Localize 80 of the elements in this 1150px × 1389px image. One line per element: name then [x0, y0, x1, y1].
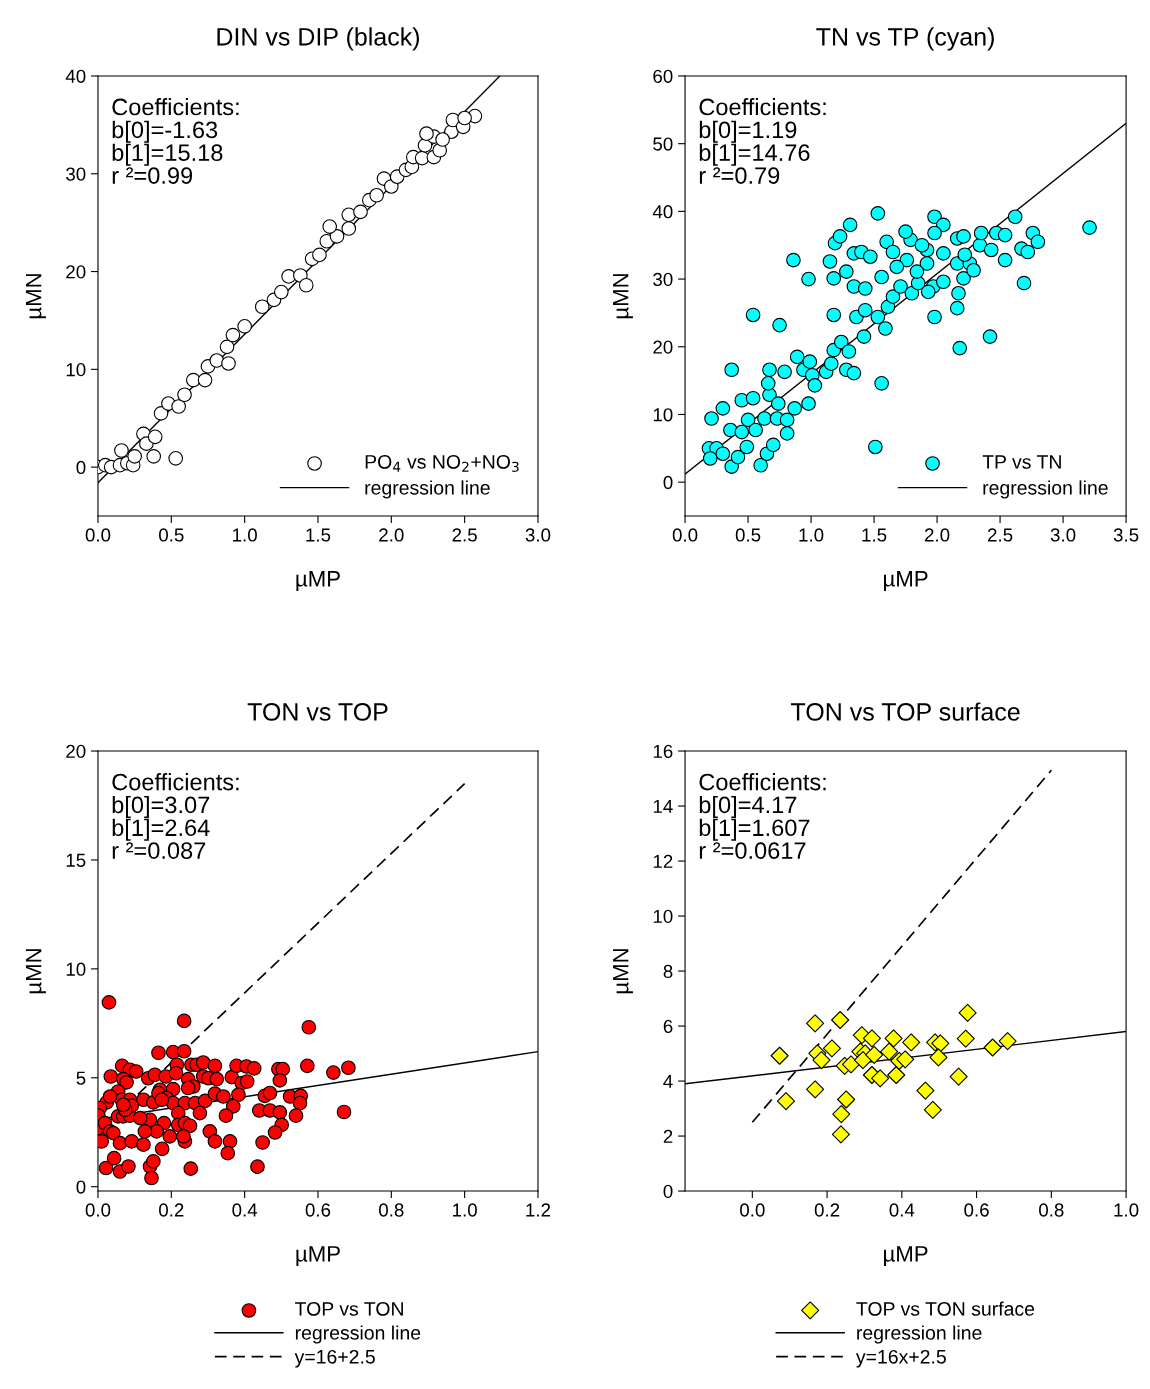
x-axis-title: µMP — [296, 1246, 340, 1267]
y-tick-label: 15 — [66, 853, 86, 867]
x-tick-label: 0.2 — [159, 1203, 184, 1217]
y-axis-title: µMN — [25, 949, 46, 994]
y-tick-label: 4 — [663, 1074, 673, 1088]
y-tick-label: 16 — [653, 744, 673, 759]
x-tick-label: 2.0 — [379, 528, 404, 542]
x-tick-label: 0.5 — [159, 528, 184, 542]
x-tick-label: 3.0 — [525, 528, 551, 542]
x-tick-label: 1.0 — [453, 1203, 477, 1217]
y-tick-label: 0 — [76, 1180, 86, 1194]
chart-title: TON vs TOP surface — [791, 702, 1020, 721]
y-tick-label: 10 — [66, 363, 86, 377]
legend-label: regression line — [365, 480, 490, 499]
legend-label: y=16x+2.5 — [855, 1349, 946, 1368]
x-tick-label: 1.5 — [306, 528, 331, 542]
y-tick-label: 60 — [653, 69, 673, 83]
chart-title: TON vs TOP — [247, 703, 388, 721]
y-tick-label: 8 — [663, 964, 673, 979]
chart-title: DIN vs DIP (black) — [217, 27, 419, 51]
annotation: Coefficients: b[0]=3.07 b[1]=2.64 r ²=0.087 — [112, 773, 239, 859]
annotation: Coefficients: b[0]=4.17 b[1]=1.607 r ²=0.0617 — [699, 773, 826, 859]
y-tick-label: 12 — [653, 854, 673, 868]
legend-label: regression line — [295, 1325, 421, 1344]
legend-label: TOP vs TON surface — [856, 1301, 1035, 1316]
y-tick-label: 30 — [653, 272, 673, 287]
y-tick-label: 0 — [663, 475, 673, 490]
y-tick-label: 10 — [66, 962, 86, 976]
y-axis-title: µMN — [613, 949, 633, 994]
x-axis-title: µMP — [884, 1246, 928, 1267]
chart-title: TN vs TP (cyan) — [816, 27, 994, 51]
y-tick-label: 10 — [653, 909, 673, 924]
legend-label: y=16+2.5 — [294, 1349, 375, 1368]
legend-label: TP vs TN — [982, 455, 1061, 469]
x-axis-title: µMP — [884, 571, 928, 592]
y-axis-title: µMN — [613, 274, 633, 319]
y-tick-label: 20 — [66, 744, 86, 759]
y-tick-label: 50 — [653, 137, 673, 151]
legend-label: TOP vs TON — [295, 1302, 403, 1316]
y-tick-label: 20 — [653, 340, 673, 354]
annotation: Coefficients: b[0]=-1.63 b[1]=15.18 r ²=0.99 — [112, 97, 239, 184]
x-tick-label: 0.4 — [889, 1203, 915, 1217]
x-tick-label: 3.5 — [1113, 528, 1139, 542]
x-tick-label: 2.5 — [452, 528, 477, 542]
x-tick-label: 3.0 — [1050, 528, 1076, 542]
x-tick-label: 0.2 — [814, 1203, 840, 1217]
x-axis-title: µMP — [296, 571, 340, 592]
y-tick-label: 40 — [652, 205, 673, 219]
y-axis-title: µMN — [25, 274, 46, 319]
x-tick-label: 0.4 — [232, 1203, 258, 1217]
x-tick-label: 0.6 — [964, 1203, 989, 1217]
legend-label: PO$_{4}$ vs NO$_{2}$+NO$_{3}$ — [365, 454, 519, 472]
y-tick-label: 30 — [66, 167, 86, 181]
annotation: Coefficients: b[0]=1.19 b[1]=14.76 r ²=0.79 — [699, 97, 826, 184]
x-tick-label: 0.0 — [85, 528, 111, 542]
x-tick-label: 0.0 — [85, 1203, 111, 1217]
x-tick-label: 1.0 — [233, 528, 257, 542]
y-tick-label: 6 — [663, 1019, 673, 1034]
x-tick-label: 0.8 — [1039, 1203, 1064, 1217]
x-tick-label: 0.0 — [740, 1203, 765, 1217]
y-tick-label: 0 — [76, 460, 86, 475]
x-tick-label: 0.8 — [379, 1203, 404, 1217]
x-tick-label: 2.0 — [924, 528, 950, 542]
y-tick-label: 5 — [76, 1071, 86, 1085]
x-tick-label: 0.0 — [672, 528, 698, 542]
x-tick-label: 2.5 — [987, 528, 1013, 542]
legend-label: regression line — [857, 1325, 982, 1344]
x-tick-label: 1.2 — [526, 1203, 551, 1217]
x-tick-label: 1.0 — [799, 528, 824, 542]
y-tick-label: 10 — [653, 408, 673, 422]
x-tick-label: 0.6 — [305, 1203, 331, 1217]
y-tick-label: 0 — [663, 1184, 673, 1199]
y-tick-label: 2 — [663, 1129, 673, 1143]
x-tick-label: 0.5 — [735, 528, 761, 542]
legend-label: regression line — [983, 480, 1108, 499]
x-tick-label: 1.0 — [1114, 1203, 1139, 1217]
y-tick-label: 14 — [653, 799, 673, 813]
y-tick-label: 20 — [66, 265, 86, 279]
x-tick-label: 1.5 — [862, 528, 887, 542]
y-tick-label: 40 — [65, 69, 86, 83]
